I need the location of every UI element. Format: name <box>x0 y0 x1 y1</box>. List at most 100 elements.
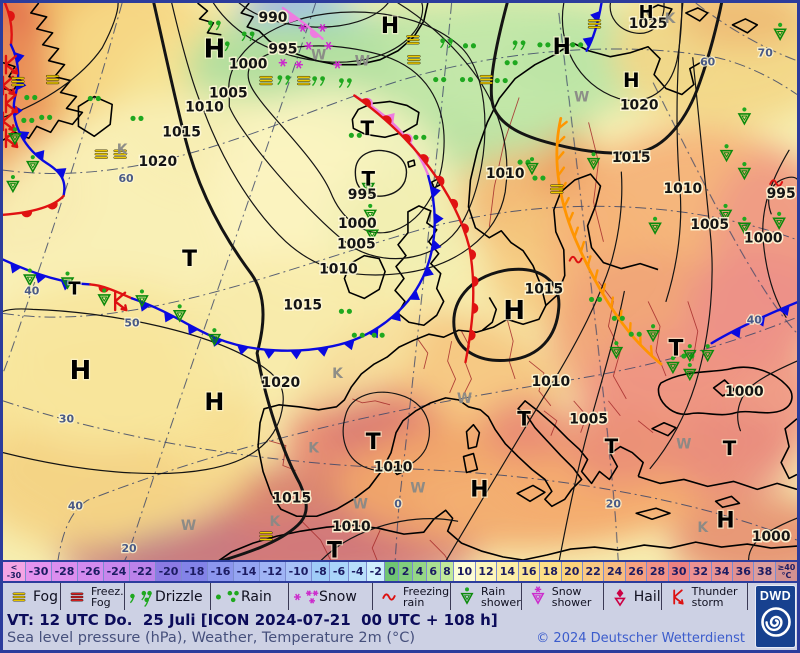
isobar-line <box>748 517 797 560</box>
isobar-line <box>737 360 797 432</box>
weather-symbol-drizzle <box>216 41 230 52</box>
weather-symbol-rain <box>588 296 603 302</box>
country-border <box>598 281 627 400</box>
pressure-center-T: T <box>361 168 375 191</box>
rainshower-icon <box>460 586 474 605</box>
weather-symbol-fog <box>479 75 493 85</box>
pressure-label: 1010 <box>185 99 224 115</box>
pressure-label: 1005 <box>209 85 248 101</box>
legend-label: Drizzle <box>155 588 203 605</box>
temp-blob <box>181 251 420 411</box>
legend-label: Freez. Fog <box>91 584 124 609</box>
colorbar-cell--30: -30 <box>25 562 51 581</box>
weather-symbol-shower <box>586 152 601 171</box>
weather-symbol-tstorm <box>3 111 16 132</box>
weather-symbol-shower <box>648 216 662 235</box>
weather-symbol-rain <box>348 132 362 138</box>
legend-item-drizzle: Drizzle <box>125 583 211 610</box>
colorbar-cell-12: 12 <box>474 562 497 581</box>
coastline <box>651 421 677 437</box>
pressure-label: 1020 <box>620 97 659 113</box>
pressure-center-H: H <box>716 509 734 534</box>
coastline <box>391 463 407 476</box>
warm-front <box>353 94 479 364</box>
isobar-line <box>445 171 623 560</box>
pressure-center-H: H <box>639 3 654 23</box>
legend-label: Snow <box>319 588 357 605</box>
isobar-line <box>489 3 724 155</box>
weather-symbol-rain <box>504 60 518 66</box>
coastline <box>516 484 546 503</box>
pressure-label: 1000 <box>725 384 764 400</box>
occluded-front <box>281 6 324 41</box>
weather-symbol-shower <box>683 362 697 382</box>
colorbar-cell-20: 20 <box>560 562 582 581</box>
weather-symbol-fog <box>406 35 420 45</box>
colorbar-cell--2: -2 <box>366 562 385 581</box>
colorbar-cell--10: -10 <box>285 562 311 581</box>
coastline <box>240 3 429 66</box>
isobar-line <box>768 176 797 215</box>
coastline <box>3 3 84 141</box>
country-border <box>637 420 654 434</box>
weather-map: 9909951000100510101015102099510001005101… <box>3 3 797 560</box>
country-border <box>588 122 604 242</box>
coastline <box>257 318 644 518</box>
colorbar-cell-24: 24 <box>603 562 625 581</box>
country-border <box>488 97 520 227</box>
weather-symbol-fog <box>407 55 421 65</box>
weather-symbol-snow <box>294 60 303 69</box>
weather-symbol-frz <box>769 179 784 187</box>
dwd-spiral-icon <box>760 607 791 637</box>
pressure-label: 1010 <box>332 519 371 535</box>
weather-symbol-rain <box>611 315 625 321</box>
coastline <box>572 42 705 96</box>
legend-label: Hail <box>633 588 661 605</box>
weather-symbol-shower <box>8 127 22 146</box>
weather-symbol-shower <box>700 344 715 363</box>
country-border <box>352 398 391 406</box>
weather-symbol-shower <box>646 324 660 343</box>
pressure-label: 1020 <box>262 375 301 391</box>
weather-symbol-drizzle <box>440 38 453 49</box>
pressure-label: 990 <box>258 10 287 26</box>
pressure-center-T: T <box>668 336 683 361</box>
colorbar-cell-<: < -30 <box>3 562 25 581</box>
isobar-line <box>609 3 665 34</box>
latlon-label: 30 <box>59 413 75 426</box>
airmass-label: W <box>676 437 691 453</box>
pressure-label: 1010 <box>486 166 525 182</box>
airmass-label: K <box>332 366 344 382</box>
pressure-label: 1015 <box>525 281 564 297</box>
weather-symbol-snow <box>333 60 342 69</box>
graticule-line <box>3 205 797 318</box>
isobar-line <box>152 3 308 560</box>
weather-symbol-shower <box>363 203 378 222</box>
weather-symbol-rain <box>494 77 508 84</box>
weather-symbol-fog <box>11 77 25 87</box>
airmass-label: K <box>697 520 709 536</box>
isobar-line <box>558 290 625 560</box>
legend-label: Freezing rain <box>403 584 450 609</box>
pressure-center-T: T <box>360 117 374 140</box>
weather-symbol-shower <box>6 174 20 194</box>
pressure-label: 1000 <box>229 57 268 73</box>
cold-front <box>710 301 797 345</box>
isobar-line <box>3 3 119 118</box>
weather-symbol-drizzle <box>277 75 291 86</box>
hail-icon <box>613 588 626 607</box>
latlon-label: 40 <box>24 284 40 297</box>
weather-symbol-tstorm <box>113 291 128 312</box>
colorbar-cell-28: 28 <box>646 562 668 581</box>
weather-symbol-shower <box>25 155 40 174</box>
graticule-line <box>124 3 317 560</box>
weather-symbol-rain <box>338 308 352 314</box>
pressure-center-H: H <box>204 35 226 65</box>
pressure-label: 1025 <box>629 16 668 32</box>
airmass-label: W <box>355 54 370 70</box>
colorbar-cell--26: -26 <box>77 562 103 581</box>
graticule-line <box>57 316 797 560</box>
coastline <box>197 3 222 36</box>
airmass-label: K <box>308 441 320 457</box>
graticule-line <box>695 3 797 62</box>
